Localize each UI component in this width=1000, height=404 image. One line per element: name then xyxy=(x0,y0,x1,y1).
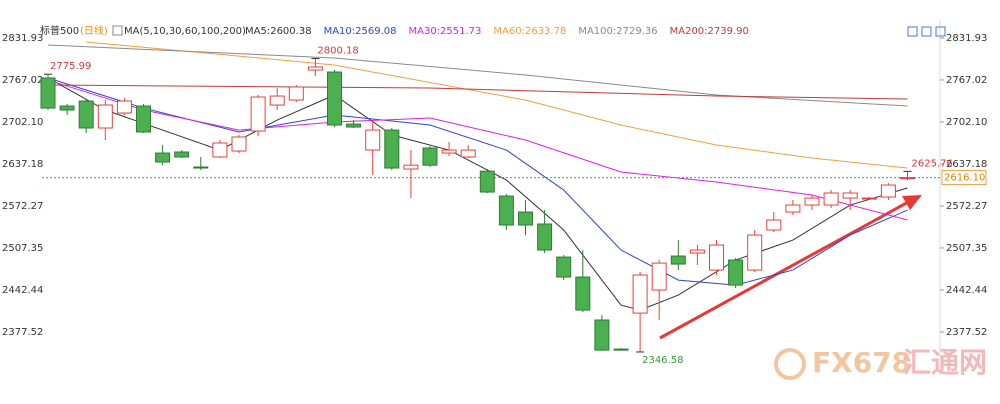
candle-body xyxy=(346,123,362,128)
y-tick-label-right: 2507.35 xyxy=(946,243,987,254)
candle-body xyxy=(479,170,495,193)
candle-body xyxy=(327,71,342,126)
candle-body xyxy=(193,166,209,169)
candle-body xyxy=(804,197,820,206)
legend-entry: MA60:2633.78 xyxy=(493,26,566,37)
y-tick-label-right: 2831.93 xyxy=(946,33,987,44)
y-tick-label: 2507.35 xyxy=(2,243,43,254)
legend-entry: MA10:2569.08 xyxy=(324,26,397,37)
candle-body xyxy=(670,255,686,265)
candle-body xyxy=(651,262,667,291)
y-tick-label: 2442.44 xyxy=(2,285,43,296)
candle-body xyxy=(900,177,915,180)
candle-body xyxy=(709,244,724,271)
candle-body xyxy=(880,184,896,198)
chart-subtitle: (日线) xyxy=(80,24,108,37)
watermark: FX678 xyxy=(812,346,911,379)
icon[interactable] xyxy=(935,26,946,37)
candle-body xyxy=(518,211,533,226)
icon[interactable] xyxy=(921,26,932,37)
candle-body xyxy=(78,100,94,129)
annotation: 2346.58 xyxy=(642,355,683,366)
candle-body xyxy=(785,204,801,213)
candle-body xyxy=(59,105,75,111)
ma-line xyxy=(47,44,908,107)
legend-entry: MA100:2729.36 xyxy=(578,26,657,37)
y-tick-label: 2377.52 xyxy=(2,327,43,338)
candle-body xyxy=(250,96,266,132)
y-tick-label-right: 2637.18 xyxy=(946,159,987,170)
ma-line xyxy=(47,79,908,221)
candle-body xyxy=(288,86,304,101)
trend-arrow-head xyxy=(902,195,922,210)
candle-body xyxy=(823,192,839,206)
candle-body xyxy=(403,164,419,170)
chart-title: 标普500 xyxy=(40,24,79,37)
y-tick-label-right: 2572.27 xyxy=(946,201,987,212)
y-tick-label-right: 2767.02 xyxy=(946,75,987,86)
candle-body xyxy=(422,147,438,166)
y-tick-label-right: 2442.44 xyxy=(946,285,987,296)
ma-line xyxy=(86,41,908,169)
candle-body xyxy=(116,100,132,114)
legend-entry: MA5:2600.38 xyxy=(245,26,312,37)
candle-body xyxy=(613,348,629,351)
annotation: 2800.18 xyxy=(317,46,358,57)
candle-body xyxy=(747,234,763,271)
annotation: 2775.99 xyxy=(50,61,91,72)
candle-body xyxy=(212,142,228,158)
y-tick-label-right: 2702.10 xyxy=(946,117,987,128)
y-tick-label: 2831.93 xyxy=(2,33,43,44)
candle-body xyxy=(384,129,400,169)
candle-body xyxy=(537,223,553,251)
candle-body xyxy=(231,136,247,152)
watermark: 汇通网 xyxy=(903,346,987,379)
y-tick-label: 2702.10 xyxy=(2,117,43,128)
last-price-box xyxy=(941,170,987,186)
toolbar-icons xyxy=(907,26,946,37)
candle-body xyxy=(269,95,285,106)
candle-body xyxy=(689,249,705,254)
candle-body xyxy=(307,66,323,71)
y-tick-label: 2572.27 xyxy=(2,201,43,212)
y-tick-label-right: 2377.52 xyxy=(946,327,987,338)
candle-body xyxy=(842,192,858,199)
y-tick-label: 2637.18 xyxy=(2,159,43,170)
ma-line xyxy=(47,84,908,100)
candle-body xyxy=(594,319,610,351)
annotation: 2625.76 xyxy=(912,158,953,169)
y-tick-label: 2767.02 xyxy=(2,75,43,86)
candle-body xyxy=(498,195,514,226)
candle-body xyxy=(728,259,744,286)
candle-body xyxy=(40,77,56,109)
candle-body xyxy=(575,276,591,311)
last-price-label: 2616.10 xyxy=(944,173,985,184)
candle-body xyxy=(556,256,572,278)
ma-title: MA(5,10,30,60,100,200) xyxy=(124,26,246,37)
candle-body xyxy=(766,219,782,231)
legend-entry: MA200:2739.90 xyxy=(670,26,749,37)
candle-body xyxy=(460,149,476,158)
candle-body xyxy=(97,104,113,129)
icon[interactable] xyxy=(907,26,918,37)
candle-body xyxy=(365,129,381,151)
candle-body xyxy=(441,149,457,154)
trend-arrow xyxy=(659,198,913,340)
candle-body xyxy=(136,105,151,133)
legend-entry: MA30:2551.73 xyxy=(408,26,481,37)
candle-body xyxy=(155,152,171,163)
candle-body xyxy=(174,151,190,158)
ma-line xyxy=(47,77,908,286)
ma-icon xyxy=(112,25,123,36)
watermark-logo xyxy=(774,348,806,380)
candle-body xyxy=(632,274,648,314)
candle-body xyxy=(861,197,877,200)
